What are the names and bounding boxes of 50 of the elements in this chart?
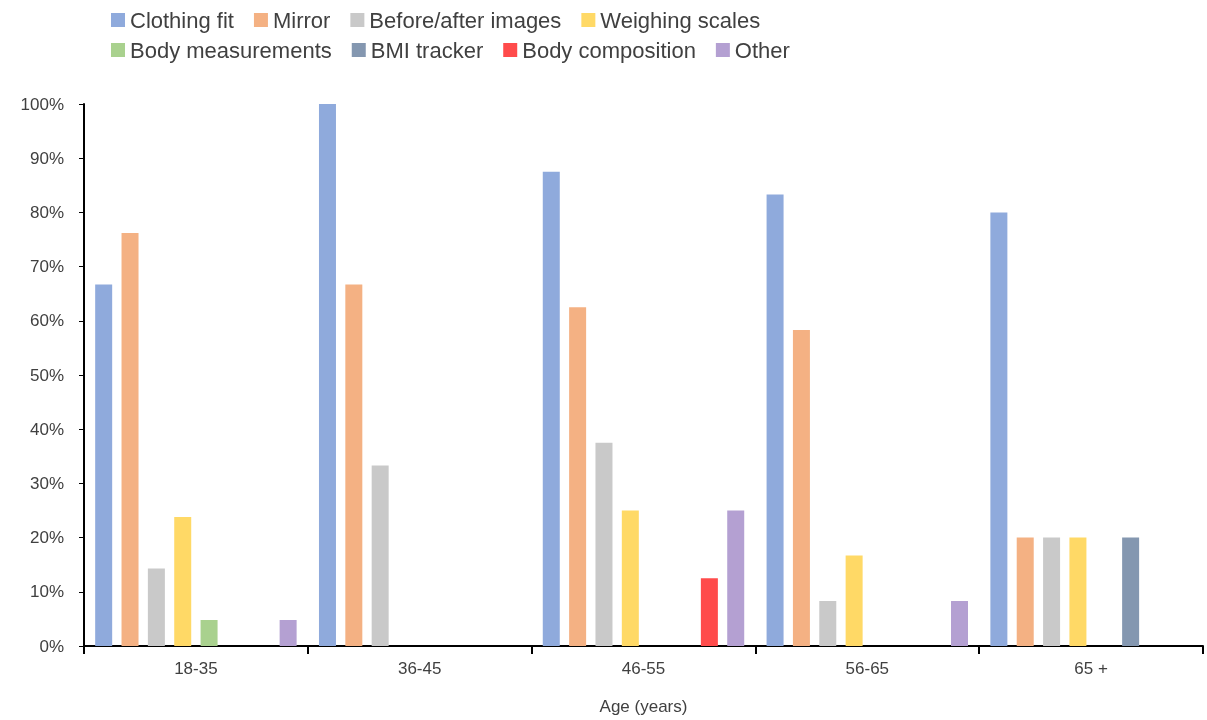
x-tick-label: 46-55: [621, 659, 666, 678]
bar: [371, 465, 389, 646]
x-tick-label: 36-45: [397, 659, 442, 678]
x-tick-label: 56-65: [845, 659, 890, 678]
bar: [819, 601, 837, 646]
x-axis-title: Age (years): [599, 697, 688, 716]
bar: [542, 171, 560, 646]
legend-label: Other: [734, 37, 790, 63]
legend-label: Before/after images: [369, 7, 562, 33]
bar: [700, 578, 718, 646]
bar: [1122, 537, 1140, 646]
bar: [569, 307, 587, 646]
bar: [951, 601, 969, 646]
y-tick-label: 20%: [29, 528, 64, 548]
bar: [845, 555, 863, 646]
bar: [147, 568, 165, 646]
bar: [766, 194, 784, 646]
legend-label: Body measurements: [130, 37, 332, 63]
legend-label: Clothing fit: [130, 7, 234, 33]
bar: [595, 442, 613, 646]
bar: [174, 517, 192, 646]
legend-label: Mirror: [272, 7, 331, 33]
bar: [1043, 537, 1061, 646]
bar: [279, 619, 297, 646]
bar: [621, 510, 639, 646]
bar: [318, 104, 336, 646]
legend-label: Body composition: [522, 37, 696, 63]
bar: [990, 212, 1008, 646]
y-tick-label: 60%: [29, 311, 64, 331]
bar: [95, 284, 113, 646]
legend-label: Weighing scales: [600, 7, 761, 33]
x-tick-label: 18-35: [174, 659, 218, 678]
bar: [792, 330, 810, 646]
bar: [1016, 537, 1034, 646]
bar: [727, 510, 745, 646]
bar: [121, 233, 139, 646]
x-tick-label: 65 +: [1074, 659, 1108, 678]
y-tick-label: 100%: [20, 94, 64, 114]
y-tick-label: 90%: [29, 148, 64, 168]
y-tick-label: 10%: [29, 582, 64, 602]
y-tick-label: 0%: [39, 636, 64, 656]
y-tick-label: 50%: [29, 365, 64, 385]
bar: [1069, 537, 1087, 646]
bar: [345, 284, 363, 646]
y-tick-label: 30%: [29, 473, 64, 493]
bar: [200, 619, 218, 646]
y-tick-label: 40%: [29, 419, 64, 439]
y-tick-label: 70%: [29, 257, 64, 277]
y-tick-label: 80%: [29, 202, 64, 222]
legend-label: BMI tracker: [370, 37, 484, 63]
